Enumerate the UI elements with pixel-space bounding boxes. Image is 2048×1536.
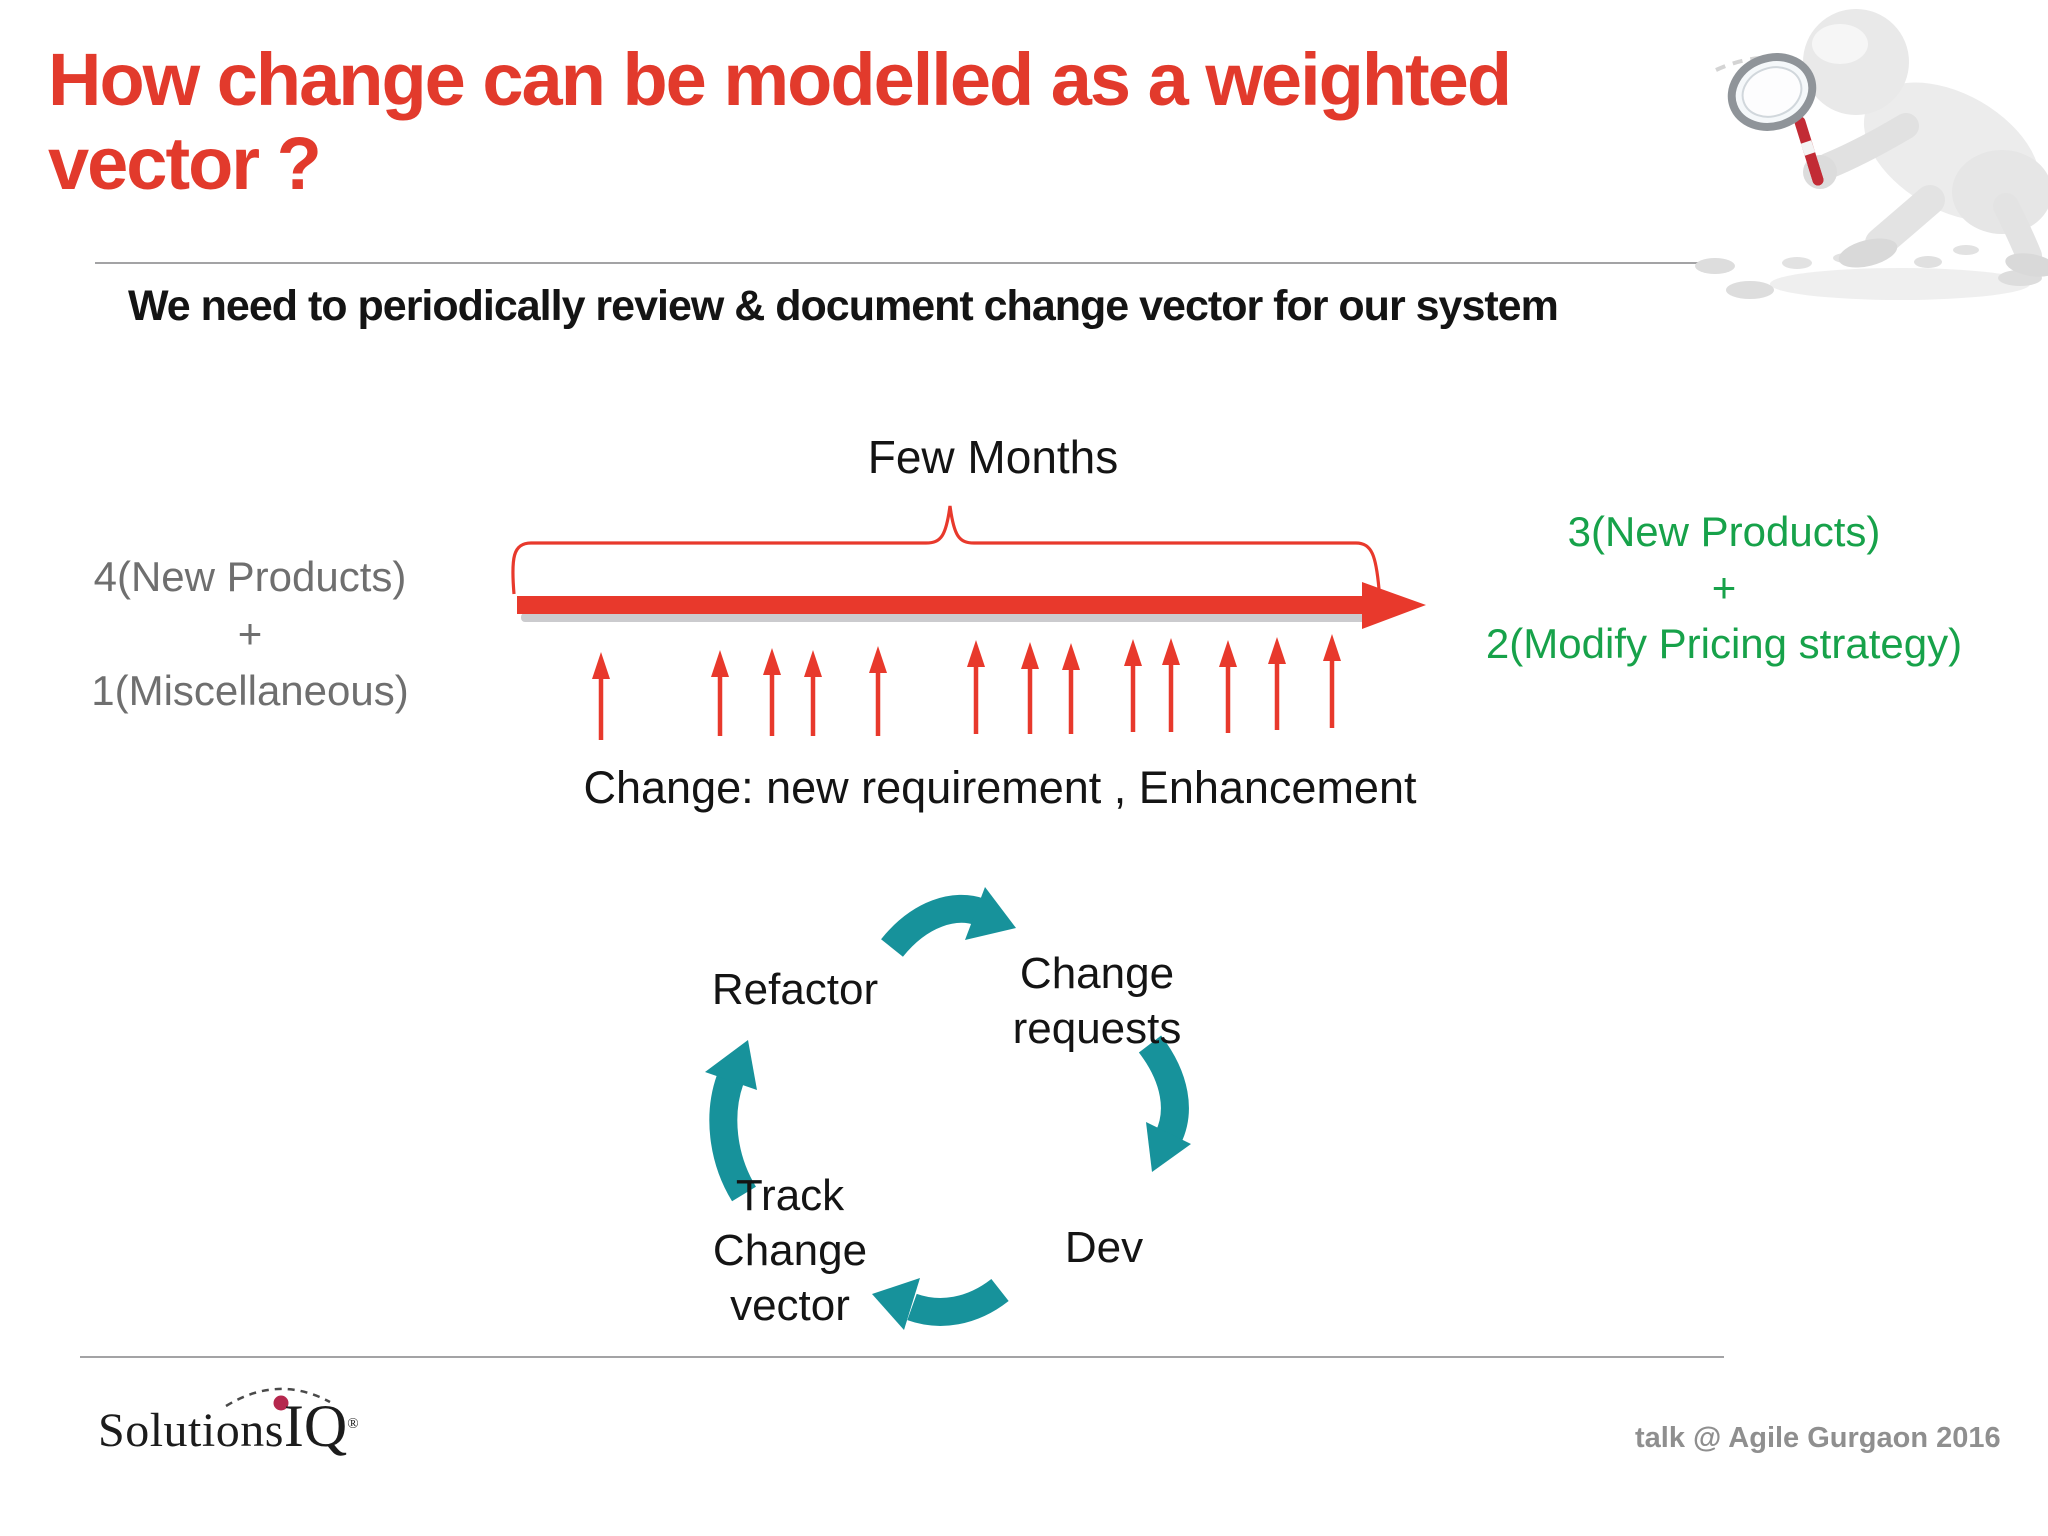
- solutionsiq-logo: SolutionsIQ®: [98, 1392, 359, 1461]
- cycle-arrow-right-icon: [1138, 1035, 1191, 1172]
- cycle-node-change-requests: Change requests: [952, 946, 1242, 1056]
- weight-vector-before: 4(New Products) + 1(Miscellaneous): [30, 548, 470, 719]
- page-title: How change can be modelled as a weighted…: [48, 38, 1568, 207]
- footer-divider: [80, 1356, 1724, 1358]
- weight-after-line1: 3(New Products): [1567, 508, 1881, 555]
- cycle-node-track-line1: Track: [735, 1171, 845, 1220]
- cycle-node-change-requests-line1: Change: [1019, 949, 1175, 998]
- subtitle: We need to periodically review & documen…: [128, 282, 1559, 330]
- magnifier-figure-illustration: [1695, 9, 2048, 300]
- few-months-brace-icon: [511, 505, 1381, 595]
- weight-vector-after: 3(New Products) + 2(Modify Pricing strat…: [1400, 504, 2048, 672]
- cycle-node-track-change-vector: Track Change vector: [665, 1168, 915, 1333]
- timeline-arrow-icon: [517, 582, 1426, 629]
- weight-before-line2: 1(Miscellaneous): [91, 667, 409, 715]
- weight-before-line1: 4(New Products): [93, 553, 407, 600]
- page-title-line2: vector ?: [48, 122, 322, 206]
- header-divider: [95, 262, 1730, 264]
- weight-after-plus: +: [1711, 563, 1737, 611]
- cycle-node-track-line3: vector: [730, 1281, 850, 1330]
- page-title-line1: How change can be modelled as a weighted: [48, 38, 1512, 121]
- weight-before-plus: +: [237, 610, 263, 658]
- logo-text-iq: IQ: [283, 1393, 348, 1459]
- logo-registered-mark: ®: [347, 1416, 359, 1432]
- timeline-duration-label: Few Months: [867, 431, 1119, 483]
- cycle-node-refactor: Refactor: [711, 965, 879, 1014]
- footer-credit: talk @ Agile Gurgaon 2016: [1635, 1422, 2001, 1454]
- changes-caption: Change: new requirement , Enhancement: [583, 762, 1417, 813]
- cycle-arrow-top-icon: [881, 887, 1016, 958]
- logo-text-main: Solutions: [98, 1404, 284, 1457]
- cycle-node-dev: Dev: [1064, 1223, 1144, 1272]
- change-tick-arrows: [592, 634, 1341, 740]
- cycle-node-change-requests-line2: requests: [1012, 1004, 1182, 1053]
- cycle-node-track-line2: Change: [712, 1226, 868, 1275]
- weight-after-line2: 2(Modify Pricing strategy): [1485, 619, 1963, 667]
